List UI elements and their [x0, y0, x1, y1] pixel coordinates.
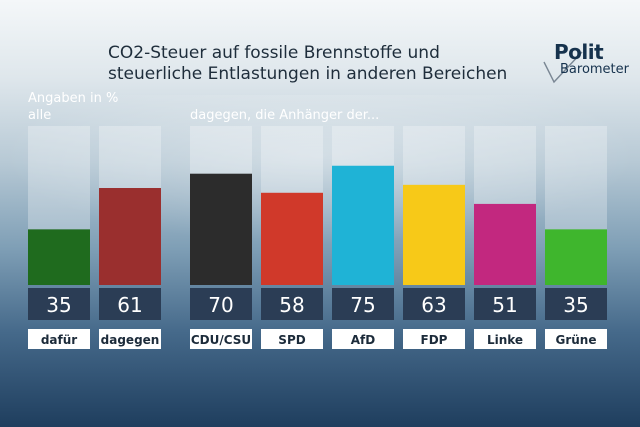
value-box-cdu-csu: [190, 288, 252, 320]
bar-fdp: [403, 184, 465, 285]
category-box-afd: [332, 329, 394, 349]
category-box-dagegen: [99, 329, 161, 349]
category-label-gruene: Grüne: [556, 333, 597, 347]
bar-spd: [261, 192, 323, 285]
category-label-fdp: FDP: [421, 333, 448, 347]
bar-cdu-csu: [190, 173, 252, 285]
category-box-cdu-csu: [190, 329, 252, 349]
group-label-parties: dagegen, die Anhänger der...: [190, 108, 380, 123]
category-box-fdp: [403, 329, 465, 349]
value-label-spd: 58: [279, 293, 304, 317]
chart-title: CO2-Steuer auf fossile Brennstoffe und s…: [108, 43, 548, 85]
category-box-gruene: [545, 329, 607, 349]
bar-dafuer: [28, 229, 90, 285]
group-label-all: alle: [28, 108, 52, 123]
unit-note: Angaben in %: [28, 91, 119, 106]
politbarometer-logo: Polit Barometer: [542, 40, 632, 84]
value-label-dafuer: 35: [46, 293, 71, 317]
value-box-spd: [261, 288, 323, 320]
value-box-fdp: [403, 288, 465, 320]
category-label-spd: SPD: [278, 333, 305, 347]
logo-text-polit: Polit: [554, 40, 604, 64]
category-label-dafuer: dafür: [41, 333, 77, 347]
value-label-linke: 51: [492, 293, 517, 317]
value-box-dafuer: [28, 288, 90, 320]
category-label-afd: AfD: [351, 333, 376, 347]
bar-dagegen: [99, 188, 161, 285]
category-label-linke: Linke: [487, 333, 523, 347]
value-box-gruene: [545, 288, 607, 320]
category-label-dagegen: dagegen: [101, 333, 160, 347]
value-label-cdu-csu: 70: [208, 293, 233, 317]
title-line-2: steuerliche Entlastungen in anderen Bere…: [108, 64, 508, 84]
title-line-1: CO2-Steuer auf fossile Brennstoffe und: [108, 43, 440, 63]
logo-check-icon: [543, 51, 583, 84]
category-box-spd: [261, 329, 323, 349]
value-label-gruene: 35: [563, 293, 588, 317]
logo-text-barometer: Barometer: [560, 62, 629, 77]
bar-gruene: [545, 229, 607, 285]
value-label-fdp: 63: [421, 293, 446, 317]
category-box-dafuer: [28, 329, 90, 349]
bar-afd: [332, 165, 394, 285]
value-label-dagegen: 61: [117, 293, 142, 317]
value-box-afd: [332, 288, 394, 320]
value-label-afd: 75: [350, 293, 375, 317]
value-box-dagegen: [99, 288, 161, 320]
value-box-linke: [474, 288, 536, 320]
category-label-cdu-csu: CDU/CSU: [191, 333, 251, 347]
category-box-linke: [474, 329, 536, 349]
bar-linke: [474, 203, 536, 285]
